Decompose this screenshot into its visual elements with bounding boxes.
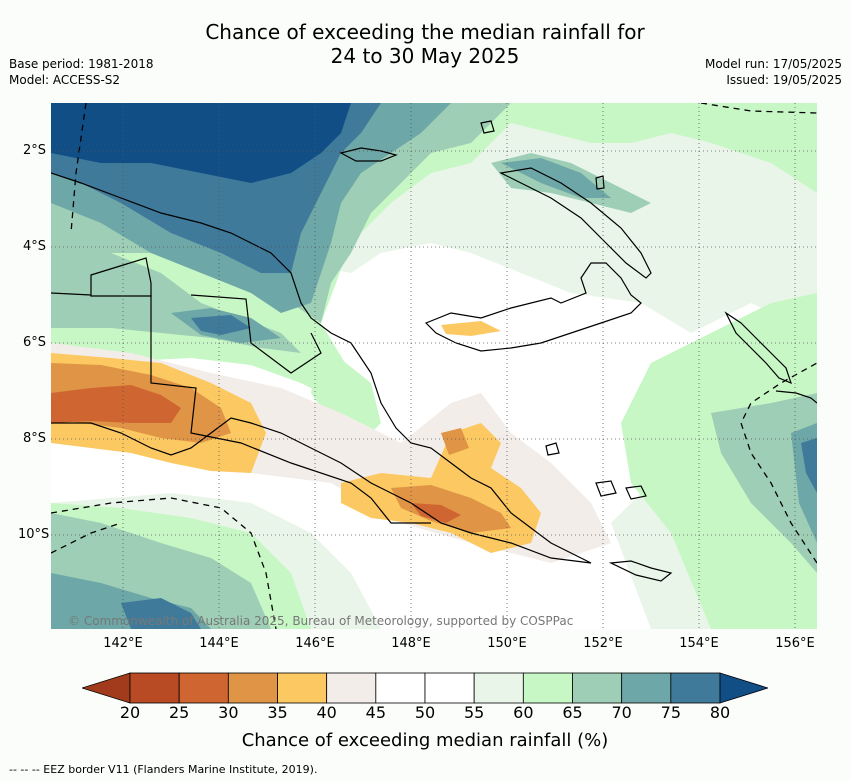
- colorbar-swatch-below-20: [82, 672, 131, 704]
- colorbar-swatch-75: [670, 672, 721, 704]
- meta-right: Model run: 17/05/2025 Issued: 19/05/2025: [705, 56, 842, 88]
- colorbar-label-80: 80: [709, 703, 731, 722]
- colorbar: [82, 672, 768, 704]
- x-tick-142e: 142°E: [103, 636, 143, 651]
- base-period-text: Base period: 1981-2018: [9, 57, 154, 71]
- x-tick-144e: 144°E: [199, 636, 239, 651]
- x-tick-150e: 150°E: [487, 636, 527, 651]
- colorbar-label-55: 55: [463, 703, 485, 722]
- colorbar-label-50: 50: [414, 703, 436, 722]
- colorbar-label-40: 40: [316, 703, 337, 722]
- contour-65-70-east: [711, 393, 817, 573]
- rainfall-map: [51, 103, 817, 629]
- colorbar-label-35: 35: [267, 703, 288, 722]
- coastlines: [51, 120, 817, 582]
- contour-75-80-highlands: [191, 315, 251, 335]
- colorbar-label-20: 20: [119, 703, 141, 722]
- map-title-line1: Chance of exceeding the median rainfall …: [205, 20, 645, 44]
- colorbar-title: Chance of exceeding median rainfall (%): [241, 730, 609, 751]
- colorbar-label-45: 45: [365, 703, 386, 722]
- meta-left: Base period: 1981-2018 Model: ACCESS-S2: [9, 56, 154, 88]
- contour-80-north: [51, 103, 351, 183]
- colorbar-swatch-above-80: [719, 672, 768, 704]
- new-ireland-coastline: [499, 167, 652, 279]
- louisiade-islands: [608, 560, 673, 582]
- colorbar-swatch-45: [375, 672, 426, 704]
- new-britain-coastline: [424, 262, 642, 352]
- x-tick-152e: 152°E: [583, 636, 623, 651]
- solomons-coastline: [775, 390, 817, 404]
- contour-75-80-east: [801, 438, 817, 493]
- bougainville-coastline: [724, 311, 792, 385]
- x-tick-146e: 146°E: [295, 636, 335, 651]
- model-run-text: Model run: 17/05/2025: [704, 57, 842, 71]
- y-tick-6s: 6°S: [22, 335, 46, 350]
- eez-footnote: -- -- -- EEZ border V11 (Flanders Marine…: [9, 763, 318, 776]
- colorbar-swatch-50: [424, 672, 475, 704]
- x-tick-148e: 148°E: [391, 636, 431, 651]
- eez-border-ne: [700, 103, 817, 114]
- y-tick-4s: 4°S: [22, 239, 46, 254]
- colorbar-label-65: 65: [562, 703, 583, 722]
- contour-60-65-east: [621, 293, 817, 629]
- copyright-text: © Commonwealth of Australia 2025, Bureau…: [68, 614, 574, 628]
- colorbar-swatch-55: [473, 672, 524, 704]
- colorbar-label-60: 60: [513, 703, 534, 722]
- x-tick-154e: 154°E: [679, 636, 719, 651]
- internal-border: [150, 295, 431, 524]
- colorbar-label-25: 25: [168, 703, 190, 722]
- colorbar-swatch-65: [572, 672, 623, 704]
- manus-coastline: [339, 147, 398, 162]
- colorbar-swatch-35: [277, 672, 328, 704]
- map-panel: [51, 103, 817, 629]
- colorbar-swatches: [82, 672, 768, 704]
- eez-borders: [51, 103, 817, 629]
- eez-border-east: [740, 362, 817, 564]
- contour-30-35-south: [391, 485, 511, 533]
- eez-border-sw: [51, 522, 122, 554]
- map-title-line2: 24 to 30 May 2025: [330, 44, 520, 68]
- colorbar-label-30: 30: [218, 703, 239, 722]
- png-mainland-coastline: [51, 172, 592, 564]
- y-tick-2s: 2°S: [22, 143, 46, 158]
- colorbar-swatch-70: [621, 672, 672, 704]
- contour-25-30-south: [411, 503, 461, 523]
- trobriand-island: [545, 442, 560, 456]
- small-islands-north: [480, 120, 605, 190]
- colorbar-swatch-20: [129, 672, 180, 704]
- issued-text: Issued: 19/05/2025: [726, 73, 842, 87]
- x-tick-156e: 156°E: [775, 636, 815, 651]
- contour-30-35-island: [441, 428, 469, 455]
- colorbar-label-75: 75: [660, 703, 681, 722]
- y-tick-10s: 10°S: [18, 527, 50, 542]
- dentrecasteaux-islands: [595, 480, 647, 500]
- contour-30-35-newbritain: [441, 321, 501, 336]
- colorbar-swatch-30: [227, 672, 278, 704]
- colorbar-swatch-40: [326, 672, 377, 704]
- contour-25-30-west: [51, 385, 181, 423]
- eez-border-west: [70, 103, 87, 234]
- eez-border-south: [51, 497, 277, 629]
- model-text: Model: ACCESS-S2: [9, 73, 121, 87]
- contour-75-80-south: [121, 598, 201, 629]
- png-border: [51, 257, 322, 374]
- y-tick-8s: 8°S: [22, 431, 46, 446]
- colorbar-swatch-60: [522, 672, 573, 704]
- colorbar-label-70: 70: [611, 703, 632, 722]
- colorbar-swatch-25: [178, 672, 229, 704]
- contour-60-65-west: [51, 313, 351, 403]
